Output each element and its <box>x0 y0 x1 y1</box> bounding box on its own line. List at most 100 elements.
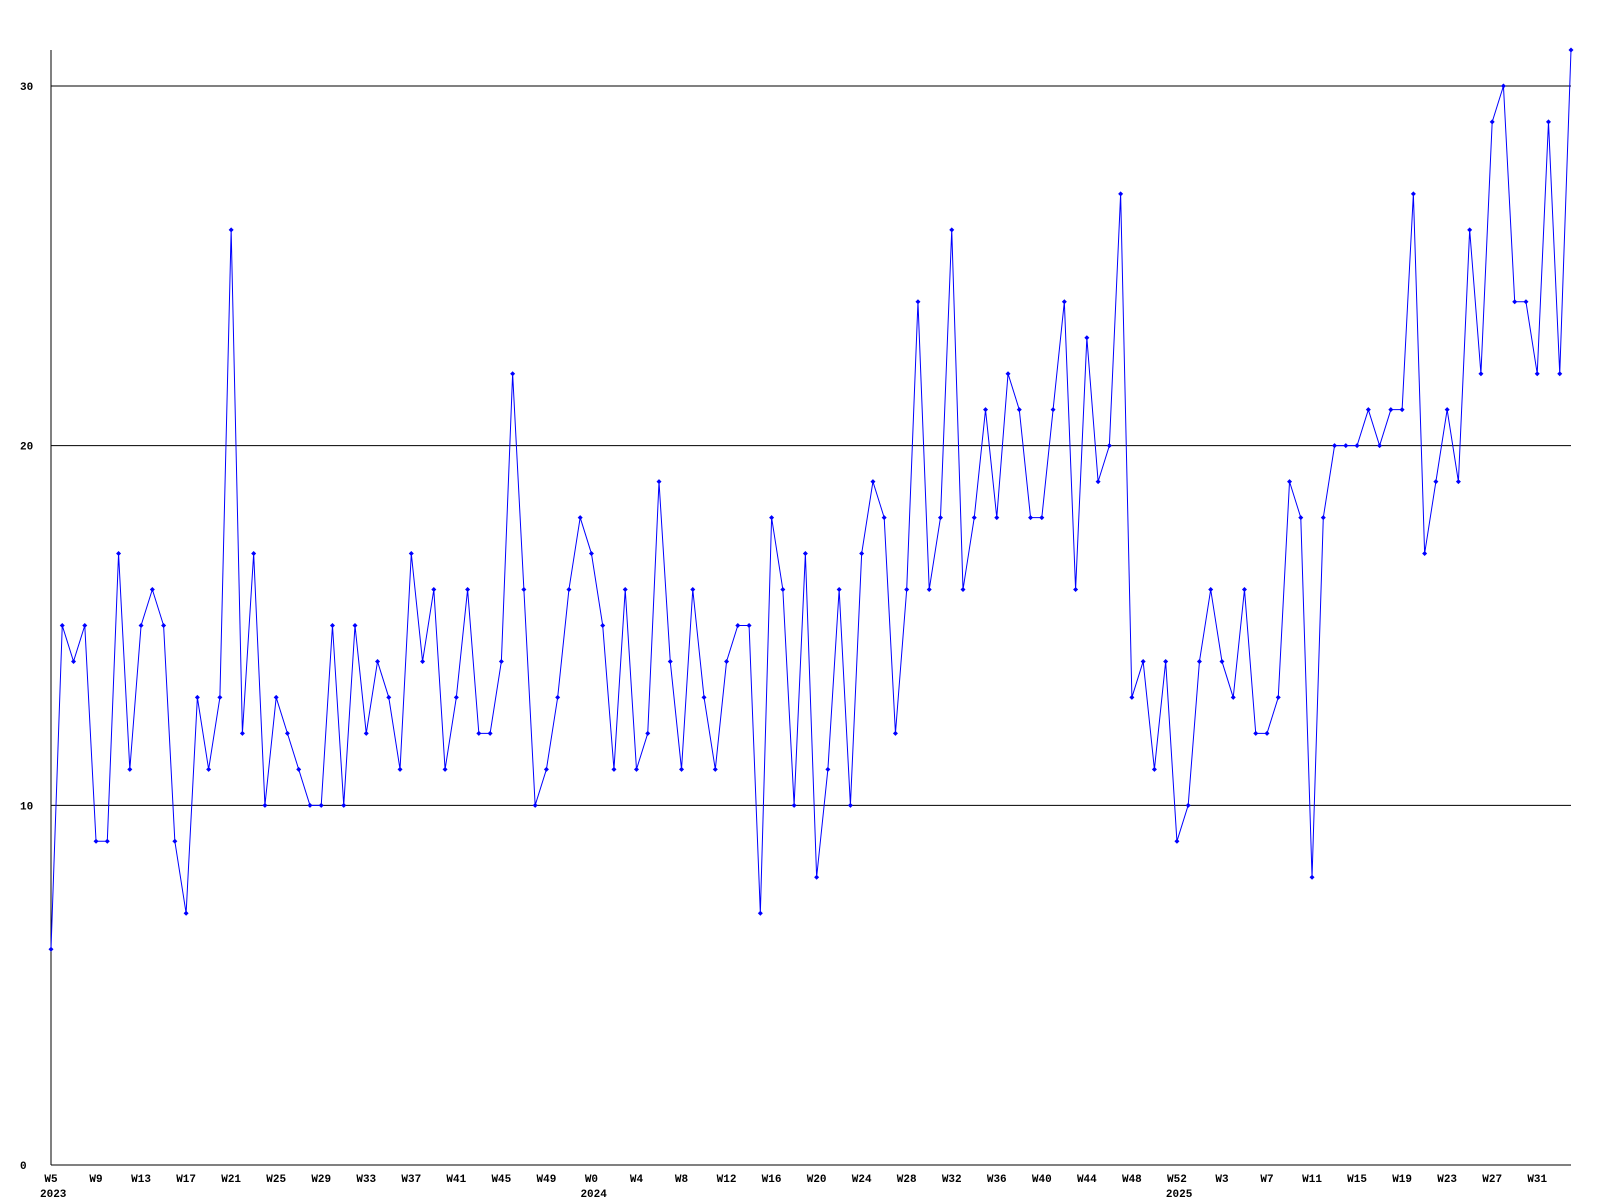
data-point <box>836 587 842 593</box>
y-tick-label: 10 <box>20 801 33 813</box>
data-point <box>1433 479 1439 485</box>
data-point <box>318 802 324 808</box>
data-point <box>825 766 831 772</box>
data-point <box>149 587 155 593</box>
data-point <box>814 874 820 880</box>
data-point <box>1534 371 1540 377</box>
data-point <box>104 838 110 844</box>
data-point <box>397 766 403 772</box>
x-year-label: 2024 <box>580 1189 607 1200</box>
x-tick-label: W29 <box>311 1174 331 1186</box>
data-point <box>724 658 730 664</box>
data-point <box>1467 227 1473 233</box>
data-point <box>881 515 887 521</box>
x-tick-label: W15 <box>1347 1174 1367 1186</box>
data-point <box>329 622 335 628</box>
data-point <box>1028 515 1034 521</box>
data-point <box>284 730 290 736</box>
data-point <box>476 730 482 736</box>
data-point <box>1208 587 1214 593</box>
data-point <box>1196 658 1202 664</box>
x-tick-label: W49 <box>537 1174 557 1186</box>
x-tick-label: W4 <box>630 1174 644 1186</box>
x-tick-label: W28 <box>897 1174 917 1186</box>
x-tick-label: W40 <box>1032 1174 1052 1186</box>
data-point <box>1455 479 1461 485</box>
data-point <box>138 622 144 628</box>
x-tick-label: W36 <box>987 1174 1007 1186</box>
data-point <box>1557 371 1563 377</box>
data-point <box>1106 443 1112 449</box>
data-point <box>543 766 549 772</box>
data-point <box>667 658 673 664</box>
data-point <box>1230 694 1236 700</box>
data-point <box>1388 407 1394 413</box>
data-point <box>228 227 234 233</box>
data-point <box>510 371 516 377</box>
data-point <box>994 515 1000 521</box>
x-tick-label: W31 <box>1527 1174 1547 1186</box>
data-point <box>521 587 527 593</box>
data-point <box>892 730 898 736</box>
data-point <box>1151 766 1157 772</box>
x-tick-label: W25 <box>266 1174 286 1186</box>
data-point <box>116 551 122 557</box>
data-point <box>1512 299 1518 305</box>
data-point <box>420 658 426 664</box>
data-point <box>656 479 662 485</box>
x-tick-label: W21 <box>221 1174 241 1186</box>
data-point <box>566 587 572 593</box>
data-point <box>1298 515 1304 521</box>
data-point <box>1500 83 1506 89</box>
data-point <box>679 766 685 772</box>
data-point <box>1489 119 1495 125</box>
x-tick-label: W19 <box>1392 1174 1412 1186</box>
x-tick-label: W11 <box>1302 1174 1322 1186</box>
x-tick-label: W9 <box>89 1174 102 1186</box>
data-point <box>1287 479 1293 485</box>
x-tick-label: W5 <box>44 1174 58 1186</box>
x-tick-label: W8 <box>675 1174 689 1186</box>
data-point <box>870 479 876 485</box>
data-point <box>1241 587 1247 593</box>
data-point <box>408 551 414 557</box>
data-point <box>633 766 639 772</box>
data-point <box>296 766 302 772</box>
x-tick-label: W24 <box>852 1174 872 1186</box>
y-tick-label: 0 <box>20 1161 27 1173</box>
data-point <box>1365 407 1371 413</box>
x-tick-label: W41 <box>446 1174 466 1186</box>
data-point <box>48 946 54 952</box>
data-point <box>802 551 808 557</box>
data-point <box>1410 191 1416 197</box>
x-tick-label: W7 <box>1260 1174 1273 1186</box>
data-point <box>555 694 561 700</box>
data-point <box>1545 119 1551 125</box>
y-tick-label: 20 <box>20 442 33 454</box>
data-point <box>1253 730 1259 736</box>
data-point <box>82 622 88 628</box>
data-point <box>690 587 696 593</box>
data-point <box>1095 479 1101 485</box>
data-point <box>1332 443 1338 449</box>
x-tick-label: W27 <box>1482 1174 1502 1186</box>
x-tick-label: W44 <box>1077 1174 1097 1186</box>
data-point <box>431 587 437 593</box>
data-point <box>363 730 369 736</box>
data-point <box>273 694 279 700</box>
x-tick-label: W48 <box>1122 1174 1142 1186</box>
x-tick-label: W3 <box>1215 1174 1229 1186</box>
data-point <box>183 910 189 916</box>
x-tick-label: W20 <box>807 1174 827 1186</box>
x-tick-label: W17 <box>176 1174 196 1186</box>
data-point <box>859 551 865 557</box>
data-point <box>904 587 910 593</box>
x-tick-label: W32 <box>942 1174 962 1186</box>
data-point <box>769 515 775 521</box>
data-point <box>735 622 741 628</box>
data-point <box>93 838 99 844</box>
data-point <box>217 694 223 700</box>
data-point <box>1140 658 1146 664</box>
